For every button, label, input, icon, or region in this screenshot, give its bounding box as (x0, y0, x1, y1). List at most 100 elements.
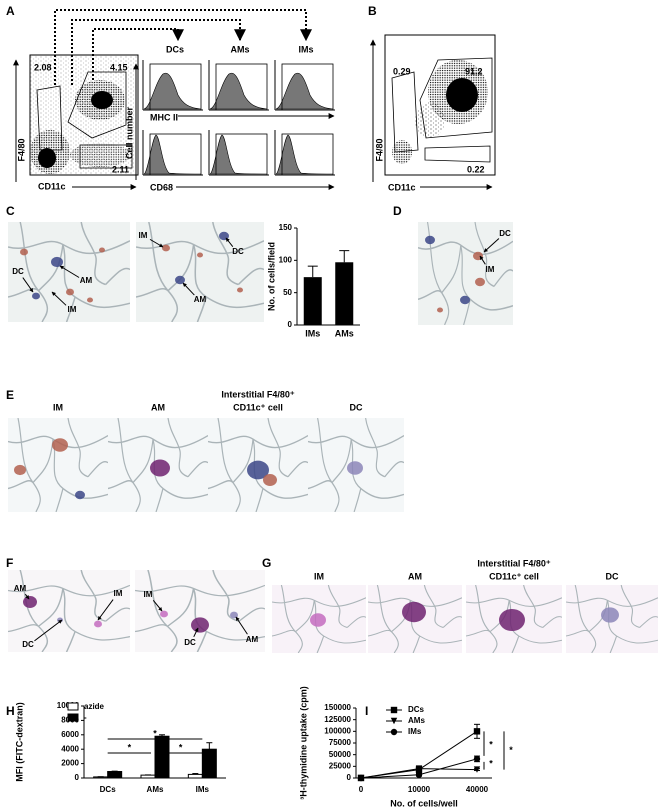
cell (160, 610, 168, 618)
micrograph (272, 585, 366, 653)
gate-value: 4.15 (110, 62, 128, 72)
x-tick-label: DCs (100, 785, 117, 794)
histogram-fill (209, 72, 268, 110)
micrograph (8, 570, 130, 652)
cell (219, 231, 229, 241)
cell (14, 464, 26, 476)
image-title: CD11c⁺ cell (489, 571, 539, 581)
histogram-title: DCs (166, 44, 184, 54)
histogram (274, 130, 335, 176)
histogram-fill (143, 134, 202, 175)
image-label: DC (232, 247, 244, 256)
micrograph (8, 418, 108, 512)
significance-label: * (489, 759, 493, 769)
image-label: AM (80, 276, 93, 285)
cell (175, 275, 185, 285)
y-axis-label: MFI (FITC-dextran) (14, 702, 24, 782)
histogram-title: AMs (230, 44, 249, 54)
micrograph (466, 585, 562, 653)
panel-label: C (6, 204, 15, 218)
bar (335, 262, 354, 325)
y-tick-label: 125000 (324, 715, 351, 724)
legend-marker (390, 728, 398, 736)
x-tick-label: 10000 (408, 785, 431, 794)
panel-label: D (393, 204, 402, 218)
image-title: DC (350, 402, 363, 412)
image-label: IM (144, 590, 153, 599)
histogram-fill (143, 72, 202, 110)
cell (94, 620, 102, 628)
y-tick-label: 100 (279, 255, 293, 264)
label-arrow (152, 599, 163, 612)
image-title: DC (606, 571, 619, 581)
histogram (274, 60, 335, 111)
image-label: IM (139, 231, 148, 240)
label-arrow (193, 627, 199, 638)
image-title: Interstitial F4/80⁺ (477, 558, 551, 568)
image-label: AM (194, 295, 207, 304)
y-tick-label: 0 (288, 320, 293, 329)
cell (87, 297, 93, 303)
cell (197, 252, 203, 258)
micrograph (566, 585, 658, 653)
legend-label: azide (84, 702, 105, 711)
legend-swatch (67, 702, 79, 711)
axis-label: MHC II (150, 112, 178, 122)
histogram-fill (275, 134, 334, 175)
bar (107, 771, 123, 779)
image-label: DC (184, 638, 196, 647)
marker (473, 728, 481, 735)
y-tick-label: 150000 (324, 703, 351, 712)
bar (303, 277, 322, 325)
panel-label: H (6, 704, 15, 718)
label-arrow (24, 593, 30, 600)
image-label: DC (22, 640, 34, 649)
legend-label: AMs (408, 716, 425, 725)
micrograph (135, 570, 265, 652)
label-arrow (225, 237, 234, 247)
bar (201, 748, 217, 779)
histogram (208, 130, 269, 176)
image-title: Interstitial F4/80⁺ (221, 389, 295, 399)
label-arrow (149, 238, 164, 248)
legend-label: - (84, 713, 87, 722)
cell (499, 608, 525, 632)
marker (473, 755, 481, 763)
x-tick-label: IMs (305, 328, 320, 338)
label-arrow (51, 291, 67, 306)
label-arrow (59, 265, 80, 278)
cell (23, 596, 37, 608)
image-title: IM (314, 571, 324, 581)
image-title: AM (408, 571, 422, 581)
cell (475, 277, 485, 287)
x-tick-label: AMs (147, 785, 164, 794)
image-label: AM (246, 635, 259, 644)
micrograph (308, 418, 404, 512)
y-tick-label: 50 (283, 288, 292, 297)
micrographs (8, 222, 658, 653)
significance-label: * (153, 728, 157, 738)
y-axis-label: No. of cells/field (266, 242, 276, 311)
x-tick-label: 0 (359, 785, 364, 794)
image-label: DC (499, 229, 511, 238)
legend-label: DCs (408, 705, 425, 714)
histogram (208, 60, 269, 111)
cell (237, 287, 243, 293)
cell (20, 248, 28, 256)
image-label: AM (14, 584, 27, 593)
gate-value: 91.2 (465, 66, 483, 76)
histogram-fill (209, 134, 268, 175)
panel-label: E (6, 388, 14, 402)
image-label: DC (12, 267, 24, 276)
label-arrow (34, 619, 63, 642)
cell (310, 613, 326, 627)
significance-label: * (128, 742, 132, 752)
legend-label: IMs (408, 727, 422, 736)
panel-label: I (365, 704, 368, 718)
cell (263, 474, 277, 486)
cell (99, 247, 105, 253)
cell (150, 459, 170, 477)
axis-label: Cell number (124, 107, 134, 160)
axis-label: CD68 (150, 182, 173, 192)
